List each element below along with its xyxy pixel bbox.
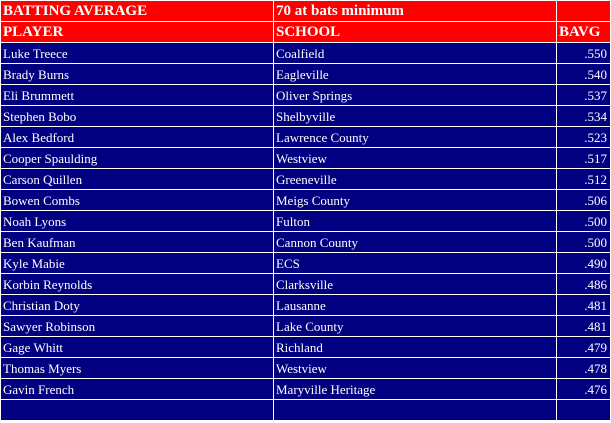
player-cell: Brady Burns bbox=[0, 63, 274, 85]
table-row: Noah Lyons Fulton .500 bbox=[0, 210, 611, 232]
player-cell: Thomas Myers bbox=[0, 357, 274, 379]
school-cell: ECS bbox=[273, 252, 557, 274]
player-cell: Christian Doty bbox=[0, 294, 274, 316]
school-cell: Coalfield bbox=[273, 42, 557, 64]
avg-cell: .512 bbox=[556, 168, 611, 190]
player-cell: Luke Treece bbox=[0, 42, 274, 64]
school-cell: Clarksville bbox=[273, 273, 557, 295]
table-row: Christian Doty Lausanne .481 bbox=[0, 294, 611, 316]
table-row: Alex Bedford Lawrence County .523 bbox=[0, 126, 611, 148]
player-cell: Ben Kaufman bbox=[0, 231, 274, 253]
table-row: Cooper Spaulding Westview .517 bbox=[0, 147, 611, 169]
table-row: Eli Brummett Oliver Springs .537 bbox=[0, 84, 611, 106]
school-cell: Greeneville bbox=[273, 168, 557, 190]
avg-cell: .550 bbox=[556, 42, 611, 64]
school-cell: Cannon County bbox=[273, 231, 557, 253]
avg-cell: .486 bbox=[556, 273, 611, 295]
school-cell: Oliver Springs bbox=[273, 84, 557, 106]
player-cell: Noah Lyons bbox=[0, 210, 274, 232]
school-cell: Westview bbox=[273, 357, 557, 379]
school-cell: Eagleville bbox=[273, 63, 557, 85]
player-cell: Gage Whitt bbox=[0, 336, 274, 358]
school-cell: Richland bbox=[273, 336, 557, 358]
empty-cell bbox=[273, 399, 557, 421]
player-cell: Bowen Combs bbox=[0, 189, 274, 211]
table-row: Sawyer Robinson Lake County .481 bbox=[0, 315, 611, 337]
school-cell: Shelbyville bbox=[273, 105, 557, 127]
avg-cell: .534 bbox=[556, 105, 611, 127]
avg-cell: .479 bbox=[556, 336, 611, 358]
avg-cell: .476 bbox=[556, 378, 611, 400]
avg-cell: .517 bbox=[556, 147, 611, 169]
empty-row bbox=[0, 399, 611, 421]
empty-cell bbox=[0, 399, 274, 421]
table-title: BATTING AVERAGE bbox=[0, 0, 274, 22]
title-row: BATTING AVERAGE 70 at bats minimum bbox=[0, 0, 611, 22]
table-subtitle: 70 at bats minimum bbox=[273, 0, 557, 22]
school-cell: Maryville Heritage bbox=[273, 378, 557, 400]
title-blank-cell bbox=[556, 0, 611, 22]
avg-cell: .523 bbox=[556, 126, 611, 148]
table-row: Korbin Reynolds Clarksville .486 bbox=[0, 273, 611, 295]
school-cell: Fulton bbox=[273, 210, 557, 232]
table-row: Bowen Combs Meigs County .506 bbox=[0, 189, 611, 211]
school-cell: Westview bbox=[273, 147, 557, 169]
school-cell: Lawrence County bbox=[273, 126, 557, 148]
player-cell: Sawyer Robinson bbox=[0, 315, 274, 337]
player-cell: Korbin Reynolds bbox=[0, 273, 274, 295]
avg-cell: .481 bbox=[556, 315, 611, 337]
avg-cell: .500 bbox=[556, 210, 611, 232]
avg-cell: .490 bbox=[556, 252, 611, 274]
player-cell: Carson Quillen bbox=[0, 168, 274, 190]
player-cell: Gavin French bbox=[0, 378, 274, 400]
table-row: Kyle Mabie ECS .490 bbox=[0, 252, 611, 274]
avg-cell: .506 bbox=[556, 189, 611, 211]
table-row: Gage Whitt Richland .479 bbox=[0, 336, 611, 358]
player-cell: Stephen Bobo bbox=[0, 105, 274, 127]
school-cell: Meigs County bbox=[273, 189, 557, 211]
avg-cell: .481 bbox=[556, 294, 611, 316]
header-row: PLAYER SCHOOL BAVG bbox=[0, 21, 611, 43]
player-cell: Eli Brummett bbox=[0, 84, 274, 106]
avg-cell: .537 bbox=[556, 84, 611, 106]
table-row: Stephen Bobo Shelbyville .534 bbox=[0, 105, 611, 127]
table-row: Ben Kaufman Cannon County .500 bbox=[0, 231, 611, 253]
player-cell: Alex Bedford bbox=[0, 126, 274, 148]
player-cell: Cooper Spaulding bbox=[0, 147, 274, 169]
table-row: Thomas Myers Westview .478 bbox=[0, 357, 611, 379]
empty-cell bbox=[556, 399, 611, 421]
table-row: Carson Quillen Greeneville .512 bbox=[0, 168, 611, 190]
avg-cell: .478 bbox=[556, 357, 611, 379]
column-header-school: SCHOOL bbox=[273, 21, 557, 43]
table-row: Brady Burns Eagleville .540 bbox=[0, 63, 611, 85]
avg-cell: .500 bbox=[556, 231, 611, 253]
column-header-avg: BAVG bbox=[556, 21, 611, 43]
column-header-player: PLAYER bbox=[0, 21, 274, 43]
table-row: Luke Treece Coalfield .550 bbox=[0, 42, 611, 64]
player-cell: Kyle Mabie bbox=[0, 252, 274, 274]
table-row: Gavin French Maryville Heritage .476 bbox=[0, 378, 611, 400]
avg-cell: .540 bbox=[556, 63, 611, 85]
school-cell: Lausanne bbox=[273, 294, 557, 316]
school-cell: Lake County bbox=[273, 315, 557, 337]
